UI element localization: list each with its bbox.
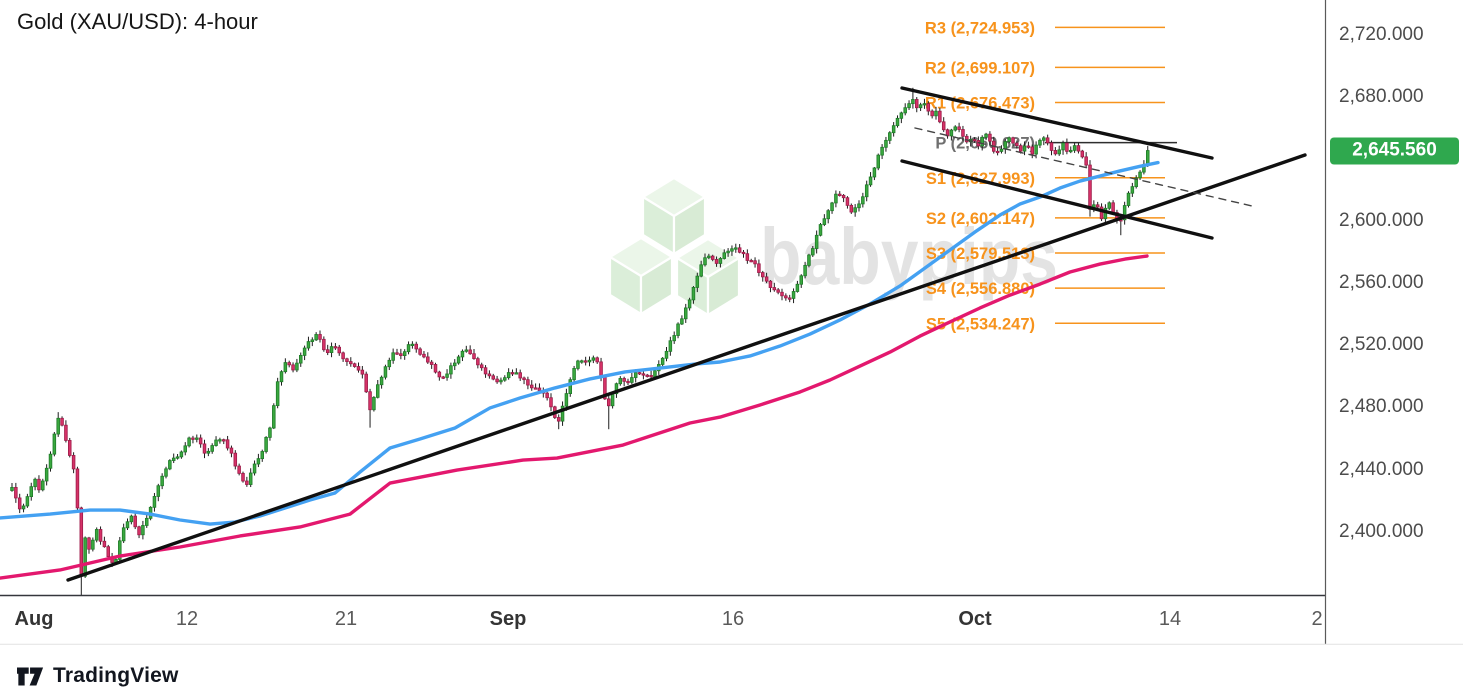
current-price-value: 2,645.560 <box>1352 139 1437 161</box>
price-axis-label: 2,440.000 <box>1339 458 1424 480</box>
moving-averages <box>0 160 1160 580</box>
price-axis-label: 2,560.000 <box>1339 272 1424 294</box>
tradingview-logo-icon <box>17 667 44 685</box>
tradingview-link[interactable]: TradingView <box>17 661 179 691</box>
time-axis-label: Oct <box>958 608 992 630</box>
time-axis-label: Aug <box>14 608 54 630</box>
time-axis-label: 14 <box>1158 608 1182 630</box>
time-axis-label: 12 <box>175 608 199 630</box>
price-axis[interactable]: 2,720.000 2,680.000 2,600.000 2,560.000 2,52… <box>1326 0 1463 645</box>
axis-frame <box>0 0 1463 645</box>
time-axis-label: 2 <box>1311 608 1323 630</box>
price-axis-label: 2,480.000 <box>1339 396 1424 418</box>
channel-median-dashed <box>914 127 1253 207</box>
pivot-labels: R3 (2,724.953)R2 (2,699.107)R1 (2,676.47… <box>925 19 1035 333</box>
slow-ma-line <box>0 254 1149 580</box>
price-axis-label: 2,680.000 <box>1339 86 1424 108</box>
price-axis-label: 2,400.000 <box>1339 520 1424 542</box>
pivot-level-lines <box>1045 26 1177 325</box>
time-axis-label: 21 <box>334 608 358 630</box>
rising-trendline <box>66 153 1307 582</box>
pivot-label-R2: R2 (2,699.107) <box>925 59 1035 77</box>
channel-upper <box>900 86 1214 160</box>
pivot-label-R3: R3 (2,724.953) <box>925 19 1035 37</box>
time-axis[interactable]: Aug 12 21 Sep 16 Oct 14 2 <box>0 596 1325 644</box>
price-axis-label: 2,720.000 <box>1339 24 1424 45</box>
pivot-label-S2: S2 (2,602.147) <box>926 210 1035 228</box>
price-axis-label: 2,520.000 <box>1339 334 1424 356</box>
price-axis-label: 2,600.000 <box>1339 210 1424 232</box>
pivot-label-S4: S4 (2,556.880) <box>926 280 1035 298</box>
time-axis-label: Sep <box>489 608 527 630</box>
time-axis-label: 16 <box>721 608 745 630</box>
current-price-badge: 2,645.560 <box>1330 137 1459 165</box>
channel-lower <box>900 159 1214 240</box>
trendlines <box>66 86 1307 582</box>
tradingview-brand-text: TradingView <box>53 664 179 687</box>
chart-title: Gold (XAU/USD): 4-hour <box>17 9 258 34</box>
